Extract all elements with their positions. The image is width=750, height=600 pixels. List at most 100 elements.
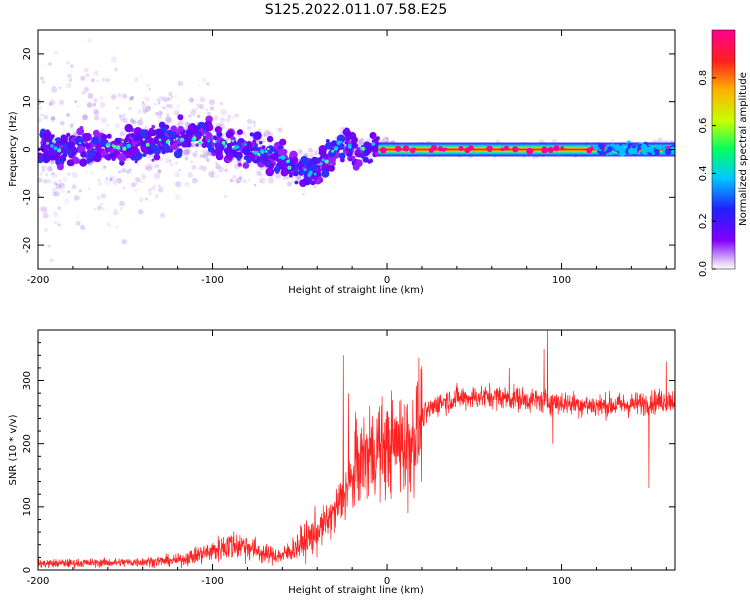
spectral-blob <box>39 206 44 212</box>
spectral-blob <box>58 99 64 105</box>
spectral-blob <box>295 174 302 181</box>
spectral-blob <box>198 84 201 87</box>
spectral-blob <box>159 111 163 115</box>
spectral-blob <box>164 157 171 164</box>
spectral-peak <box>165 140 170 144</box>
spectral-blob <box>315 178 321 184</box>
spectral-peak <box>106 142 110 146</box>
tone-band-peak <box>541 146 548 154</box>
spectral-peak <box>314 172 317 176</box>
spectral-blob <box>235 133 238 136</box>
spectral-blob <box>164 108 168 111</box>
spectral-blob <box>130 182 136 188</box>
spectral-blob <box>158 169 162 174</box>
spectral-blob <box>195 143 199 147</box>
spectral-blob <box>116 177 123 184</box>
tone-band-peak <box>380 147 387 154</box>
spectral-blob <box>205 157 210 163</box>
colorbar-label: Normalized spectral amplitude <box>738 72 749 226</box>
spectral-blob <box>66 159 74 167</box>
spectral-blob <box>243 179 247 183</box>
spectral-blob <box>154 163 160 169</box>
spectral-blob <box>253 131 262 140</box>
spectral-blob <box>237 162 242 167</box>
spectral-blob <box>51 171 55 176</box>
spectral-blob <box>195 103 199 106</box>
spectral-blob <box>279 138 287 146</box>
spectral-blob <box>157 187 164 193</box>
spectral-blob <box>240 138 244 143</box>
spectral-blob <box>210 169 216 175</box>
spectral-blob <box>593 144 600 151</box>
spectral-blob <box>602 151 607 156</box>
spectral-peak <box>321 158 325 162</box>
spectral-blob <box>168 91 173 97</box>
spectral-blob <box>58 179 62 183</box>
spectral-blob <box>102 78 106 82</box>
spectral-blob <box>99 101 106 108</box>
spectral-blob <box>52 211 59 218</box>
spectral-blob <box>43 146 47 151</box>
spectral-blob <box>100 96 103 100</box>
spectral-blob <box>205 134 213 142</box>
spectral-blob <box>176 104 181 109</box>
spectral-blob <box>59 182 65 189</box>
spectral-blob <box>301 157 306 162</box>
spectral-blob <box>182 150 189 157</box>
spectral-blob <box>145 167 148 170</box>
figure-title: S125.2022.011.07.58.E25 <box>265 2 448 18</box>
spectral-blob <box>135 177 141 183</box>
spectral-blob <box>231 177 238 183</box>
spectral-peak <box>233 146 237 150</box>
spectral-blob <box>171 142 179 150</box>
spectral-blob <box>149 143 157 150</box>
spectral-blob <box>287 182 292 187</box>
spectral-blob <box>51 86 58 93</box>
spectral-blob <box>215 161 219 165</box>
spectral-blob <box>364 143 370 149</box>
spectral-blob <box>289 173 293 178</box>
spectral-blob <box>302 193 305 196</box>
spectral-blob <box>259 141 263 145</box>
spectral-blob <box>121 239 127 245</box>
spectral-blob <box>124 137 130 143</box>
spectral-blob <box>85 170 88 173</box>
spectral-peak <box>336 140 341 145</box>
spectral-blob <box>657 137 663 143</box>
spectral-blob <box>206 82 209 85</box>
spectral-blob <box>104 155 109 160</box>
spectral-blob <box>220 146 225 151</box>
spectral-blob <box>144 105 151 113</box>
spectral-blob <box>348 132 357 140</box>
spectral-blob <box>102 165 107 170</box>
spectral-blob <box>48 102 53 106</box>
spectral-blob <box>263 133 267 137</box>
x-tick-label: 0 <box>384 576 390 587</box>
spectral-blob <box>97 205 103 211</box>
spectral-blob <box>285 176 290 181</box>
spectral-blob <box>220 108 227 116</box>
spectrogram-y-label: Frequency (Hz) <box>8 111 19 187</box>
spectral-blob <box>215 152 224 161</box>
tone-band-peak <box>402 145 410 152</box>
spectral-blob <box>182 134 189 140</box>
tone-band-peak <box>412 147 416 151</box>
spectral-peak <box>197 140 203 146</box>
spectral-blob <box>386 138 390 141</box>
spectrogram-marks <box>38 38 675 263</box>
spectral-peak <box>281 155 286 160</box>
spectral-blob <box>212 135 218 140</box>
snr-marks <box>38 330 675 569</box>
spectral-blob <box>166 104 170 108</box>
spectral-blob <box>155 194 158 197</box>
x-tick-label: -100 <box>201 576 224 587</box>
spectral-blob <box>318 176 322 180</box>
spectral-blob <box>375 136 380 141</box>
tone-band-peak <box>398 147 402 151</box>
spectral-blob <box>427 157 430 160</box>
spectral-blob <box>119 200 125 207</box>
spectral-blob <box>140 180 143 183</box>
spectral-blob <box>50 172 57 179</box>
spectral-blob <box>142 108 148 114</box>
spectral-blob <box>169 160 172 163</box>
